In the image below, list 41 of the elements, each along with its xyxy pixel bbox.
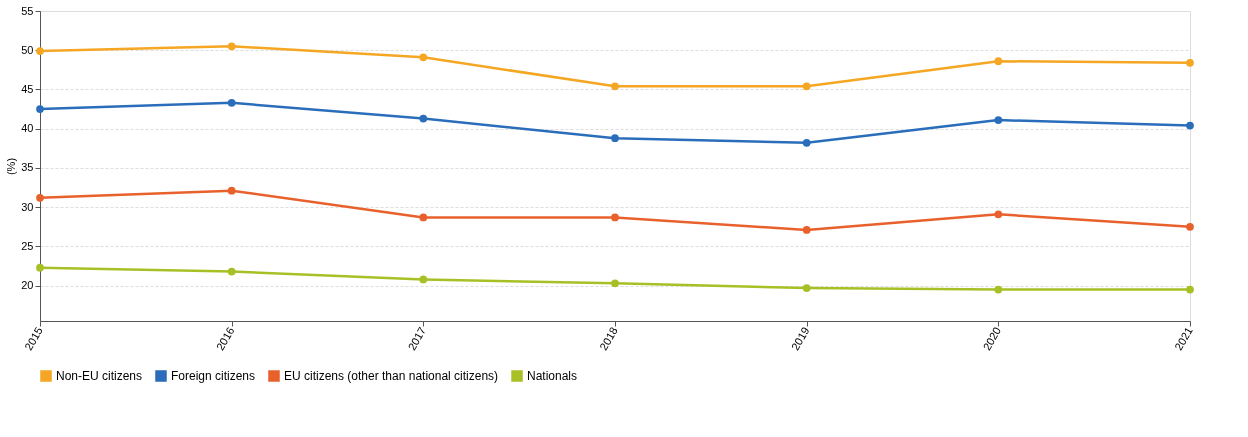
point (802, 284, 811, 292)
point (36, 47, 44, 55)
point (1186, 285, 1194, 294)
point (611, 213, 619, 222)
point (802, 82, 811, 91)
y-tick-label: 55 (21, 4, 34, 17)
point (994, 285, 1003, 294)
y-tick-label: 30 (21, 200, 34, 213)
point (419, 53, 428, 62)
y-tick-label: 35 (21, 161, 34, 174)
legend-label: Foreign citizens (171, 369, 256, 383)
y-tick-label: 45 (21, 82, 34, 95)
point (419, 114, 428, 123)
point (36, 105, 44, 113)
point (994, 57, 1003, 66)
legend-label: EU citizens (other than national citizens) (284, 369, 499, 383)
point (36, 263, 44, 272)
point (227, 267, 236, 276)
point (802, 226, 811, 234)
y-tick-label: 40 (21, 122, 34, 135)
point (419, 213, 428, 222)
point (227, 186, 236, 195)
y-tick-label: 50 (21, 43, 34, 56)
point (994, 210, 1003, 219)
y-tick-label: 25 (21, 239, 34, 252)
point (994, 116, 1003, 124)
point (611, 279, 619, 288)
point (611, 134, 619, 142)
y-axis-title: (%) (5, 157, 18, 176)
point (611, 82, 619, 91)
point (36, 193, 44, 202)
legend-label: Nationals (527, 369, 578, 383)
point (1186, 222, 1194, 231)
point (227, 42, 236, 51)
point (1186, 58, 1194, 67)
legend-label: Non-EU citizens (56, 369, 143, 383)
point (419, 275, 428, 284)
point (1186, 121, 1194, 130)
y-tick-label: 20 (21, 279, 34, 292)
point (802, 138, 811, 147)
point (227, 98, 236, 107)
